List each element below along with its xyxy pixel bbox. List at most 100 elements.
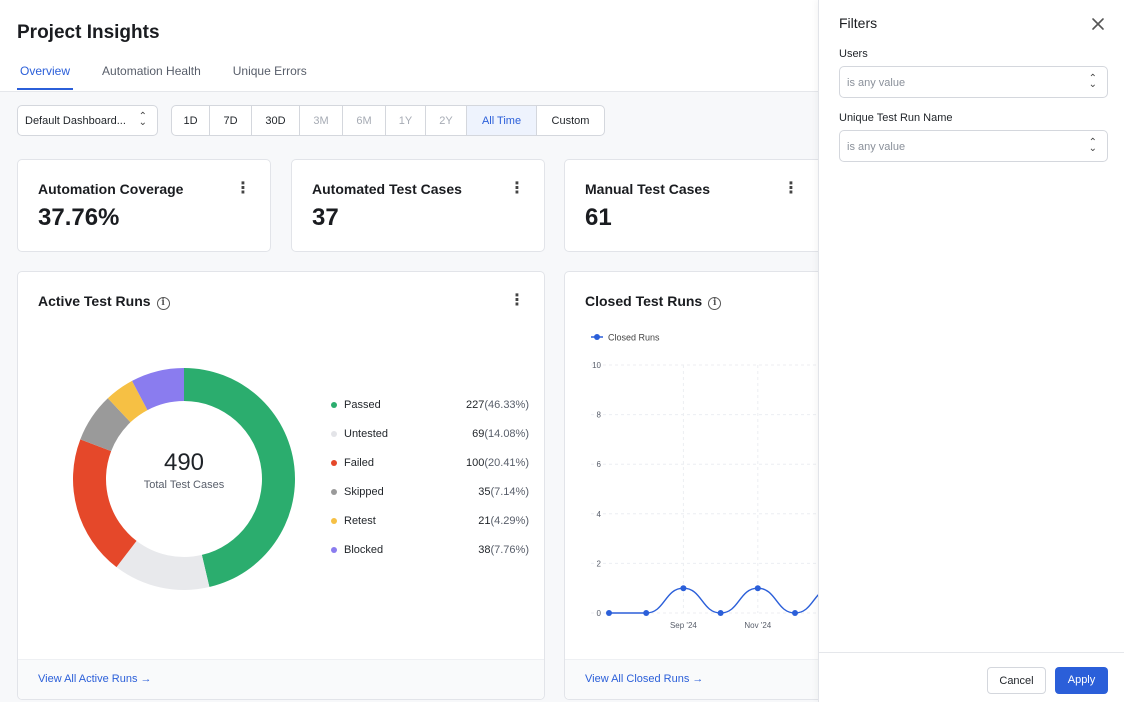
range-all-time-button[interactable]: All Time: [467, 106, 537, 135]
card-value: 61: [585, 204, 612, 231]
donut-slice-failed[interactable]: [73, 439, 137, 568]
close-icon[interactable]: [1090, 16, 1106, 32]
card-title-text: Active Test Runs: [38, 293, 151, 309]
range-7d-button[interactable]: 7D: [210, 106, 252, 135]
legend-count: 100: [466, 457, 485, 469]
legend-item-skipped: Skipped 35(7.14%): [329, 486, 529, 515]
arrow-right-icon: →: [140, 673, 152, 685]
legend-percent: (4.29%): [490, 515, 529, 527]
legend-item-failed: Failed 100(20.41%): [329, 457, 529, 486]
card-title: Active Test Runs i: [38, 293, 170, 310]
cancel-button[interactable]: Cancel: [987, 667, 1046, 694]
legend-percent: (20.41%): [484, 457, 529, 469]
legend-label: Untested: [344, 428, 389, 440]
range-2y-button: 2Y: [426, 106, 467, 135]
data-point[interactable]: [606, 610, 612, 616]
range-6m-button: 6M: [343, 106, 386, 135]
link-text: View All Closed Runs: [585, 673, 690, 685]
y-tick-label: 10: [592, 361, 601, 370]
legend-value: 38(7.76%): [478, 544, 529, 556]
donut-slice-untested[interactable]: [116, 540, 210, 590]
y-tick-label: 0: [597, 609, 602, 618]
donut-chart: 490 Total Test Cases: [73, 368, 295, 590]
legend-swatch: [331, 402, 337, 408]
legend-item-retest: Retest 21(4.29%): [329, 515, 529, 544]
legend-label: Skipped: [344, 486, 384, 498]
legend-count: 38: [478, 544, 491, 556]
kebab-menu-icon[interactable]: ⋮: [509, 292, 525, 309]
legend-percent: (7.76%): [490, 544, 529, 556]
data-point[interactable]: [717, 610, 724, 616]
dashboard-select-value: Default Dashboard...: [25, 115, 126, 127]
legend-label: Retest: [344, 515, 376, 527]
chevron-up-down-icon: ⌃ ⌄: [138, 111, 147, 128]
tab-unique-errors[interactable]: Unique Errors: [232, 64, 307, 78]
card-title: Automated Test Cases: [312, 181, 462, 197]
card-title: Automation Coverage: [38, 181, 184, 197]
donut-total: 490: [164, 449, 204, 476]
x-tick-label: Nov '24: [744, 621, 771, 630]
series-line-closed-runs: [608, 587, 833, 614]
view-all-active-runs-link[interactable]: View All Active Runs →: [18, 659, 544, 699]
link-text: View All Active Runs: [38, 673, 138, 685]
view-all-closed-runs-link[interactable]: View All Closed Runs →: [565, 659, 833, 699]
y-tick-label: 2: [597, 559, 602, 568]
legend-item-passed: Passed 227(46.33%): [329, 399, 529, 428]
donut-total-label: Total Test Cases: [144, 479, 225, 491]
legend-swatch: [331, 489, 337, 495]
info-icon[interactable]: i: [708, 297, 722, 310]
legend-label: Passed: [344, 399, 381, 411]
y-tick-label: 6: [597, 460, 602, 469]
users-select[interactable]: is any value ⌃ ⌄: [839, 66, 1108, 98]
donut-slice-passed[interactable]: [184, 368, 295, 588]
active-test-runs-card: Active Test Runs i ⋮ 490 Total Test Cases…: [17, 271, 545, 700]
legend-value: 100(20.41%): [466, 457, 529, 469]
range-30d-button[interactable]: 30D: [252, 106, 300, 135]
automation-coverage-card: Automation Coverage 37.76% ⋮: [17, 159, 271, 252]
card-title: Manual Test Cases: [585, 181, 711, 197]
legend-count: 21: [478, 515, 491, 527]
legend-value: 21(4.29%): [478, 515, 529, 527]
closed-test-runs-card: Closed Test Runs i Closed Runs 0 2 4 6 8 10 Se…: [564, 271, 834, 700]
info-icon[interactable]: i: [156, 297, 170, 310]
legend-value: 69(14.08%): [472, 428, 529, 440]
legend-swatch: [331, 547, 337, 553]
y-tick-label: 4: [597, 510, 602, 519]
data-point[interactable]: [680, 585, 687, 592]
legend-count: 35: [478, 486, 491, 498]
apply-button[interactable]: Apply: [1055, 667, 1108, 694]
range-1d-button[interactable]: 1D: [172, 106, 210, 135]
kebab-menu-icon[interactable]: ⋮: [235, 180, 251, 197]
filters-title: Filters: [839, 15, 878, 31]
data-point[interactable]: [754, 585, 761, 592]
range-custom-button[interactable]: Custom: [551, 115, 590, 127]
tab-overview[interactable]: Overview: [17, 58, 74, 90]
arrow-right-icon: →: [692, 673, 704, 685]
dashboard-select[interactable]: Default Dashboard... ⌃ ⌄: [17, 105, 158, 136]
legend-percent: (14.08%): [484, 428, 529, 440]
data-point[interactable]: [792, 610, 798, 616]
chevron-up-down-icon: ⌃ ⌄: [1088, 73, 1097, 90]
users-select-placeholder: is any value: [847, 77, 906, 89]
unique-test-run-name-select[interactable]: is any value ⌃ ⌄: [839, 130, 1108, 162]
kebab-menu-icon[interactable]: ⋮: [783, 180, 799, 197]
kebab-menu-icon[interactable]: ⋮: [509, 180, 525, 197]
legend-count: 227: [466, 399, 485, 411]
tab-automation-health[interactable]: Automation Health: [102, 64, 201, 78]
legend-count: 69: [472, 428, 485, 440]
legend-percent: (7.14%): [490, 486, 529, 498]
x-tick-label: Sep '24: [670, 621, 697, 630]
legend-swatch: [331, 460, 337, 466]
filters-footer: Cancel Apply: [819, 652, 1124, 702]
legend-value: 35(7.14%): [478, 486, 529, 498]
legend-value: 227(46.33%): [466, 399, 529, 411]
donut-slice-skipped[interactable]: [80, 398, 131, 452]
donut-legend: Passed 227(46.33%) Untested 69(14.08%) Faile…: [329, 399, 529, 573]
time-range-group: 1D 7D 30D 3M 6M 1Y 2Y All Time Custom: [171, 105, 605, 136]
tab-bar: Overview Automation Health Unique Errors: [17, 58, 336, 90]
donut-slice-retest[interactable]: [107, 380, 148, 423]
donut-slice-blocked[interactable]: [132, 368, 184, 411]
data-point[interactable]: [643, 610, 650, 616]
y-tick-label: 8: [597, 411, 602, 420]
